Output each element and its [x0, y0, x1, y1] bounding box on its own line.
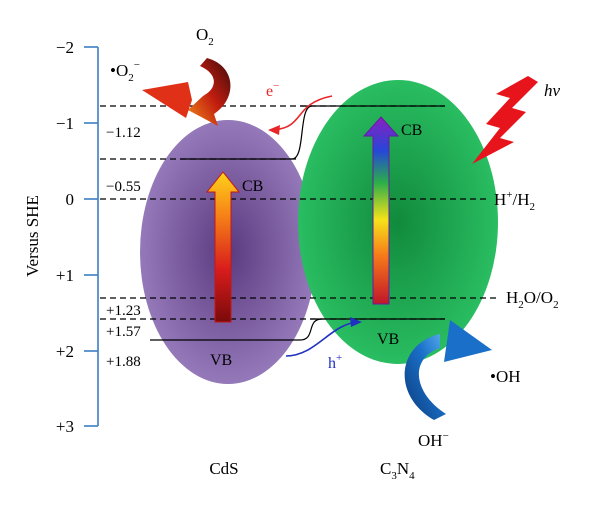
- hole-transfer-arrow: [285, 321, 359, 357]
- oh-oxidation-arrow: [404, 334, 446, 420]
- cds-vb-value: +1.88: [106, 354, 141, 370]
- hv-label: hν: [544, 81, 561, 100]
- hydroxide-label: OH−: [418, 430, 449, 450]
- axis-tick-label: +1: [56, 266, 74, 285]
- c3n4-excitation-arrow: [362, 116, 400, 305]
- electron-arrowhead: [268, 125, 280, 135]
- cds-vb-step-line: [150, 318, 323, 341]
- hole-label: h+: [328, 352, 342, 372]
- c3n4-particle: [298, 80, 498, 364]
- oh-oxidation-arrowhead: [444, 320, 492, 362]
- cds-name: CdS: [209, 459, 238, 478]
- c3n4-vb-label: VB: [377, 331, 399, 348]
- h2o-o2-label: H2O/O2: [506, 288, 559, 311]
- electron-transfer-arrow: [271, 95, 333, 131]
- cds-cb-value: −0.55: [106, 179, 141, 195]
- axis-tick-label: +2: [56, 342, 74, 361]
- o2-reduction-arrowhead: [142, 82, 192, 118]
- potential-axis: [84, 46, 99, 427]
- o2-label: O2: [196, 25, 214, 48]
- lightning-icon: [472, 76, 538, 164]
- cds-cb-step-line: [180, 105, 313, 160]
- c3n4-cb-label: CB: [401, 122, 422, 139]
- h2o-o2-value: +1.23: [106, 303, 141, 319]
- electron-label: e−: [266, 80, 279, 100]
- cds-vb-label: VB: [210, 352, 232, 369]
- axis-tick-label: +3: [56, 417, 74, 436]
- c3n4-cb-value: −1.12: [106, 125, 141, 141]
- axis-label: Versus SHE: [23, 195, 42, 277]
- h-h2-label: H+/H2: [494, 189, 535, 213]
- axis-tick-label: −1: [56, 114, 74, 133]
- cds-cb-label: CB: [242, 178, 263, 195]
- cds-excitation-arrow: [205, 171, 241, 323]
- o2-reduction-arrow: [188, 58, 231, 126]
- axis-tick-label: −2: [56, 38, 74, 57]
- axis-tick-label: 0: [66, 190, 75, 209]
- hole-arrowhead: [350, 317, 362, 327]
- c3n4-name: C3N4: [380, 459, 415, 482]
- oh-radical-label: •OH: [490, 367, 521, 386]
- superoxide-label: •O2−: [110, 59, 140, 84]
- c3n4-vb-value: +1.57: [106, 324, 141, 340]
